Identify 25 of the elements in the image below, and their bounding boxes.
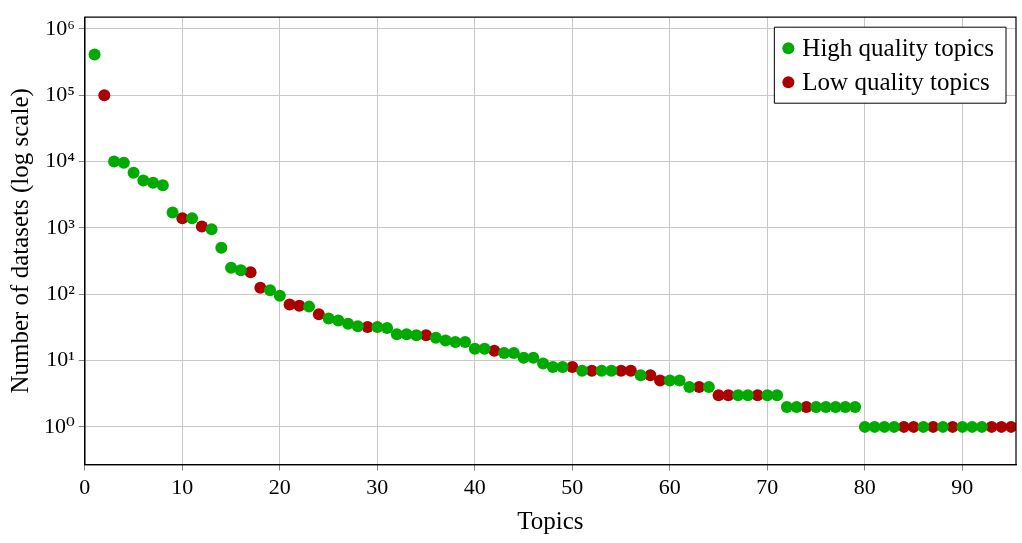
legend-label: High quality topics [802, 33, 995, 61]
x-tick-label: 50 [561, 473, 584, 499]
x-tick-label: 30 [366, 473, 389, 499]
x-tick-label: 0 [79, 473, 91, 499]
point [1005, 420, 1016, 433]
x-axis-title: Topics [517, 506, 584, 534]
point [312, 308, 325, 321]
x-tick-label: 10 [171, 473, 194, 499]
y-tick-label: 10⁵ [45, 81, 75, 106]
x-tick-label: 80 [853, 473, 876, 499]
y-tick-label: 10³ [46, 213, 76, 239]
legend-label: Low quality topics [802, 67, 990, 95]
y-tick-label: 10² [46, 280, 76, 305]
point [98, 89, 111, 102]
y-tick-label: 10⁶ [45, 14, 75, 40]
y-tick-label: 10¹ [46, 346, 75, 372]
x-tick-label: 90 [951, 473, 974, 499]
y-axis-title: Number of datasets (log scale) [5, 88, 34, 394]
y-tick-label: 10⁰ [43, 412, 75, 438]
x-tick-label: 40 [463, 473, 486, 499]
x-tick-label: 70 [756, 473, 779, 499]
y-tick-label: 10⁴ [45, 147, 76, 173]
x-tick-label: 60 [658, 473, 681, 499]
point [254, 281, 267, 294]
x-tick-label: 20 [268, 473, 291, 499]
